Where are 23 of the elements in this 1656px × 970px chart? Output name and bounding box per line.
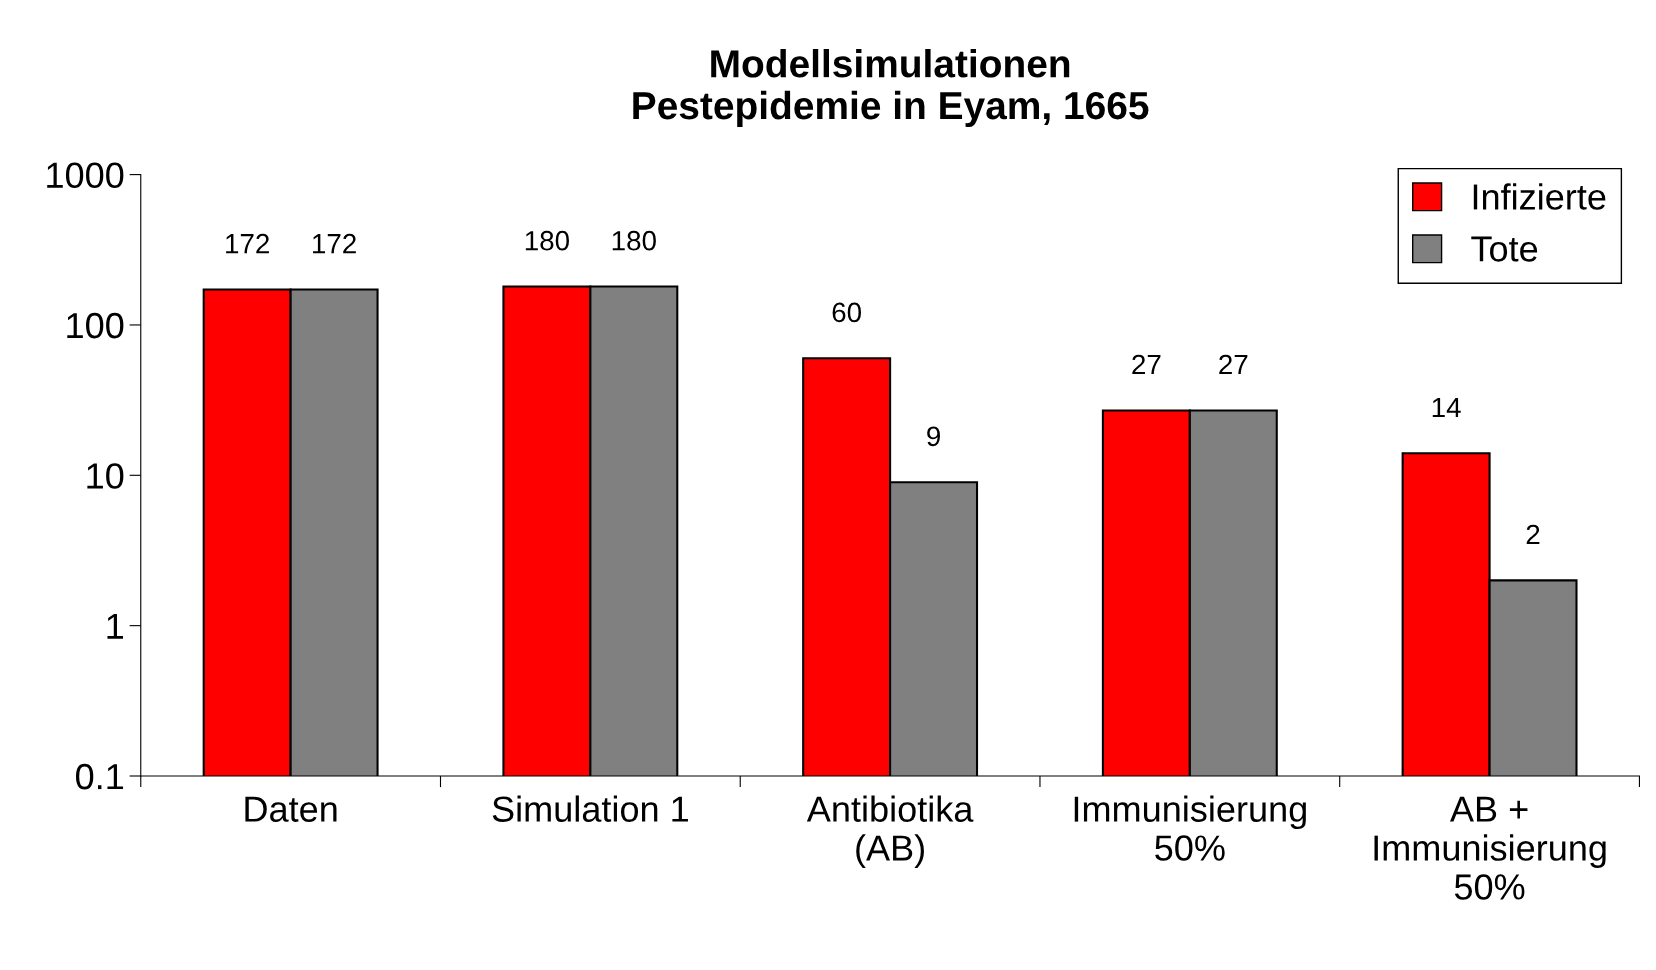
data-label: 27	[1132, 354, 1161, 375]
data-label: 9	[927, 426, 940, 447]
data-label: 172	[313, 233, 356, 254]
data-label: 172	[226, 233, 269, 254]
data-label: 14	[1432, 397, 1461, 418]
x-tick-label: Simulation 1	[492, 795, 688, 822]
y-tick-label: 0.1	[76, 763, 124, 790]
data-label: 180	[612, 230, 656, 251]
y-tick-label: 10	[87, 463, 124, 489]
x-tick-label: Immunisierung 50%	[1074, 795, 1306, 861]
chart-title: Modellsimulationen Pestepidemie in Eyam, 1665	[633, 48, 1149, 128]
y-tick-label: 1	[107, 613, 124, 639]
legend-label: Infizierte	[1473, 183, 1606, 210]
data-label: 27	[1219, 354, 1248, 375]
data-label: 180	[525, 230, 569, 251]
x-tick-label: Antibiotika (AB)	[806, 795, 974, 868]
x-tick-label: Daten	[245, 796, 337, 822]
legend-label: Tote	[1471, 236, 1538, 262]
x-tick-label: AB + Immunisierung 50%	[1374, 796, 1606, 900]
y-tick-label: 100	[67, 312, 124, 339]
y-tick-label: 1000	[47, 162, 124, 189]
data-label: 60	[832, 302, 861, 323]
data-label: 2	[1526, 524, 1540, 545]
